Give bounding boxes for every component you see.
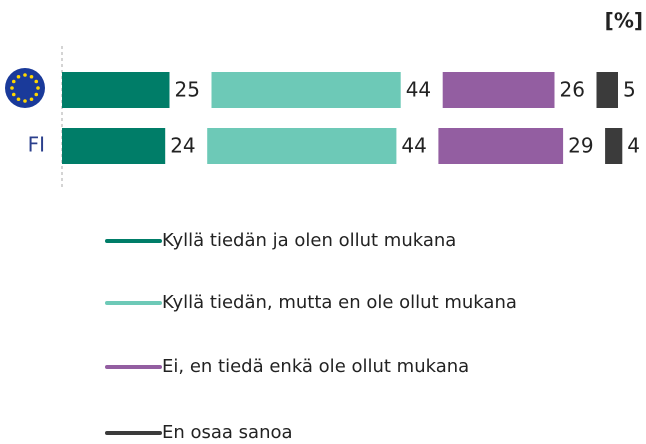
legend-label: Ei, en tiedä enkä ole ollut mukana	[162, 356, 469, 377]
value-label: 24	[170, 134, 195, 158]
star	[23, 73, 27, 77]
eu-flag	[5, 68, 45, 108]
star	[16, 97, 21, 102]
value-label: 25	[175, 78, 200, 102]
star	[11, 79, 16, 84]
legend-label: Kyllä tiedän, mutta en ole ollut mukana	[162, 292, 517, 313]
bar-segment	[605, 128, 623, 164]
star	[11, 92, 16, 97]
chart-title: [%]	[605, 9, 643, 33]
bar-segment	[442, 72, 555, 108]
bar-segment	[438, 128, 564, 164]
value-label: 29	[568, 134, 593, 158]
bar-segment	[207, 128, 397, 164]
star	[10, 86, 14, 90]
value-label: 5	[623, 78, 636, 102]
value-label: 26	[560, 78, 585, 102]
bar-segment	[596, 72, 618, 108]
value-label: 4	[627, 134, 640, 158]
value-label: 44	[406, 78, 431, 102]
bar-segment	[62, 128, 166, 164]
legend-label: En osaa sanoa	[162, 422, 293, 443]
star	[34, 92, 39, 97]
bar-segment	[211, 72, 401, 108]
value-label: 44	[401, 134, 426, 158]
legend-label: Kyllä tiedän ja olen ollut mukana	[162, 230, 456, 251]
category-label: FI	[28, 133, 45, 157]
star	[29, 97, 34, 102]
star	[29, 74, 34, 79]
bar-segment	[62, 72, 170, 108]
star	[36, 86, 40, 90]
star	[16, 74, 21, 79]
star	[34, 79, 39, 84]
star	[23, 99, 27, 103]
